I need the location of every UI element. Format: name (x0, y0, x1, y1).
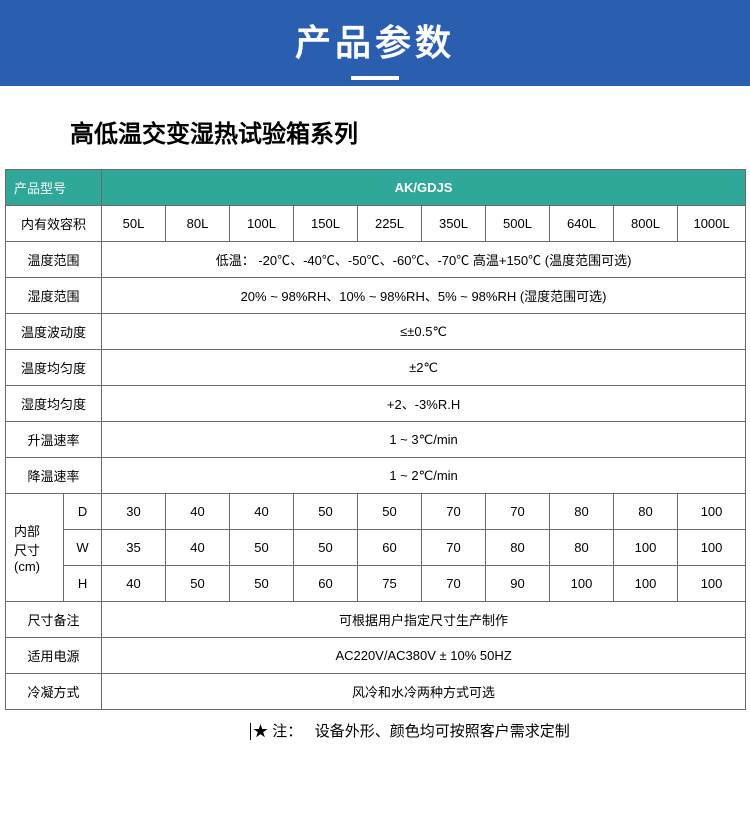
vol-cell: 800L (614, 206, 678, 242)
banner-underline (351, 76, 399, 80)
row-label: 降温速率 (6, 458, 102, 494)
temp-fluct-row: 温度波动度 ≤±0.5℃ (6, 314, 746, 350)
row-label: 温度均匀度 (6, 350, 102, 386)
dim-cell: 70 (422, 530, 486, 566)
row-label: 温度范围 (6, 242, 102, 278)
vol-cell: 100L (230, 206, 294, 242)
dim-cell: 40 (166, 494, 230, 530)
row-label: 冷凝方式 (6, 674, 102, 710)
dim-cell: 50 (230, 530, 294, 566)
dim-cell: 50 (230, 566, 294, 602)
dim-axis: W (64, 530, 102, 566)
cooling-row: 冷凝方式 风冷和水冷两种方式可选 (6, 674, 746, 710)
dim-cell: 100 (614, 566, 678, 602)
volumes-row: 内有效容积 50L 80L 100L 150L 225L 350L 500L 6… (6, 206, 746, 242)
dim-row-d: 内部 尺寸 (cm) D 30 40 40 50 50 70 70 80 80 … (6, 494, 746, 530)
dim-cell: 30 (102, 494, 166, 530)
banner-title: 产品参数 (0, 0, 750, 66)
dim-axis: H (64, 566, 102, 602)
power-row: 适用电源 AC220V/AC380V ± 10% 50HZ (6, 638, 746, 674)
row-label: 升温速率 (6, 422, 102, 458)
header-row: 产品型号 AK/GDJS (6, 170, 746, 206)
dim-cell: 80 (486, 530, 550, 566)
vol-cell: 225L (358, 206, 422, 242)
row-value: ±2℃ (102, 350, 746, 386)
dim-cell: 80 (614, 494, 678, 530)
dim-row-h: H 40 50 50 60 75 70 90 100 100 100 (6, 566, 746, 602)
vol-cell: 150L (294, 206, 358, 242)
row-value: 20% ~ 98%RH、10% ~ 98%RH、5% ~ 98%RH (湿度范围… (102, 278, 746, 314)
dim-cell: 50 (294, 530, 358, 566)
spec-table: 产品型号 AK/GDJS 内有效容积 50L 80L 100L 150L 225… (5, 169, 746, 710)
dim-cell: 70 (422, 566, 486, 602)
row-value: 风冷和水冷两种方式可选 (102, 674, 746, 710)
dim-cell: 60 (294, 566, 358, 602)
model-label: 产品型号 (6, 170, 102, 206)
vol-cell: 500L (486, 206, 550, 242)
dim-cell: 100 (550, 566, 614, 602)
dim-cell: 35 (102, 530, 166, 566)
size-note-row: 尺寸备注 可根据用户指定尺寸生产制作 (6, 602, 746, 638)
dim-cell: 100 (678, 566, 746, 602)
row-value: 1 ~ 2℃/min (102, 458, 746, 494)
dim-cell: 80 (550, 530, 614, 566)
dim-cell: 40 (102, 566, 166, 602)
dim-cell: 70 (422, 494, 486, 530)
row-value: +2、-3%R.H (102, 386, 746, 422)
row-value: 1 ~ 3℃/min (102, 422, 746, 458)
row-label: 湿度均匀度 (6, 386, 102, 422)
vol-cell: 640L (550, 206, 614, 242)
row-label: 适用电源 (6, 638, 102, 674)
dim-cell: 50 (166, 566, 230, 602)
temp-uniform-row: 温度均匀度 ±2℃ (6, 350, 746, 386)
humidity-uniform-row: 湿度均匀度 +2、-3%R.H (6, 386, 746, 422)
vol-cell: 50L (102, 206, 166, 242)
dim-axis: D (64, 494, 102, 530)
dim-cell: 75 (358, 566, 422, 602)
banner: 产品参数 (0, 0, 750, 86)
dim-cell: 100 (678, 494, 746, 530)
humidity-range-row: 湿度范围 20% ~ 98%RH、10% ~ 98%RH、5% ~ 98%RH … (6, 278, 746, 314)
dim-cell: 40 (166, 530, 230, 566)
row-value: 低温： -20℃、-40℃、-50℃、-60℃、-70℃ 高温+150℃ (温度… (102, 242, 746, 278)
dim-cell: 50 (358, 494, 422, 530)
volumes-label: 内有效容积 (6, 206, 102, 242)
model-value: AK/GDJS (102, 170, 746, 206)
row-value: AC220V/AC380V ± 10% 50HZ (102, 638, 746, 674)
vol-cell: 1000L (678, 206, 746, 242)
vol-cell: 80L (166, 206, 230, 242)
dim-cell: 50 (294, 494, 358, 530)
temp-range-row: 温度范围 低温： -20℃、-40℃、-50℃、-60℃、-70℃ 高温+150… (6, 242, 746, 278)
heat-rate-row: 升温速率 1 ~ 3℃/min (6, 422, 746, 458)
dim-cell: 60 (358, 530, 422, 566)
footnote: ★ 注： 设备外形、颜色均可按照客户需求定制 (0, 710, 750, 741)
footnote-label: 注： (272, 723, 302, 740)
dim-cell: 100 (614, 530, 678, 566)
dim-cell: 40 (230, 494, 294, 530)
dims-group-label: 内部 尺寸 (cm) (6, 494, 64, 602)
subtitle: 高低温交变湿热试验箱系列 (0, 86, 750, 169)
row-label: 温度波动度 (6, 314, 102, 350)
dim-cell: 80 (550, 494, 614, 530)
dim-cell: 90 (486, 566, 550, 602)
star-icon: ★ (250, 723, 268, 740)
cool-rate-row: 降温速率 1 ~ 2℃/min (6, 458, 746, 494)
row-value: 可根据用户指定尺寸生产制作 (102, 602, 746, 638)
footnote-text: 设备外形、颜色均可按照客户需求定制 (315, 723, 570, 740)
row-value: ≤±0.5℃ (102, 314, 746, 350)
dim-cell: 100 (678, 530, 746, 566)
dim-row-w: W 35 40 50 50 60 70 80 80 100 100 (6, 530, 746, 566)
row-label: 尺寸备注 (6, 602, 102, 638)
row-label: 湿度范围 (6, 278, 102, 314)
vol-cell: 350L (422, 206, 486, 242)
dim-cell: 70 (486, 494, 550, 530)
